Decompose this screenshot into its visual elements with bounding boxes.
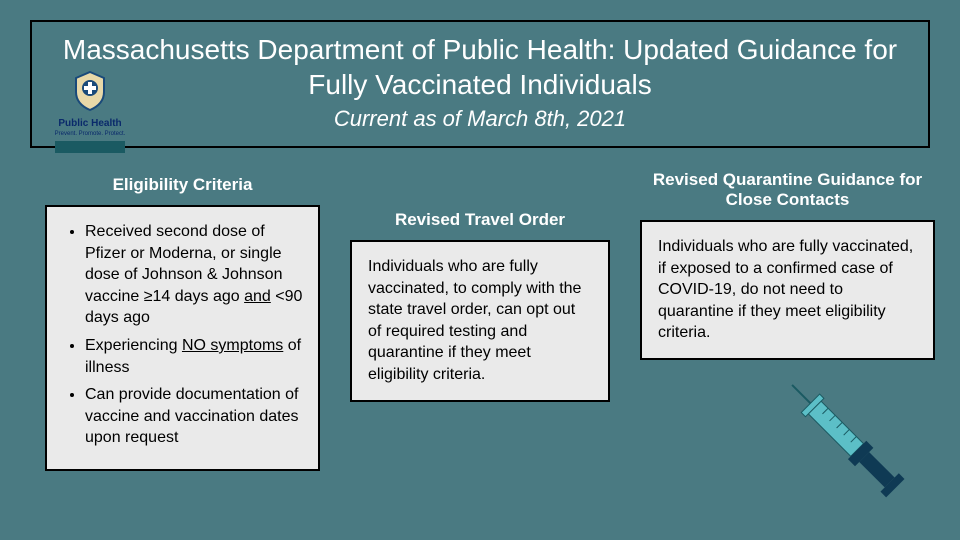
shield-icon xyxy=(72,70,108,112)
travel-box: Individuals who are fully vaccinated, to… xyxy=(350,240,610,402)
header-banner: Massachusetts Department of Public Healt… xyxy=(30,20,930,148)
page-subtitle: Current as of March 8th, 2021 xyxy=(52,106,908,132)
eligibility-list: Received second dose of Pfizer or Modern… xyxy=(55,221,306,449)
eligibility-heading: Eligibility Criteria xyxy=(45,175,320,195)
page-title: Massachusetts Department of Public Healt… xyxy=(52,32,908,102)
logo-bar xyxy=(55,141,125,153)
eligibility-box: Received second dose of Pfizer or Modern… xyxy=(45,205,320,471)
travel-heading: Revised Travel Order xyxy=(350,210,610,230)
syringe-icon xyxy=(780,370,930,520)
quarantine-section: Revised Quarantine Guidance for Close Co… xyxy=(640,170,935,360)
list-item: Can provide documentation of vaccine and… xyxy=(85,384,306,449)
travel-section: Revised Travel Order Individuals who are… xyxy=(350,210,610,402)
list-item: Received second dose of Pfizer or Modern… xyxy=(85,221,306,329)
eligibility-section: Eligibility Criteria Received second dos… xyxy=(45,175,320,471)
list-item: Experiencing NO symptoms of illness xyxy=(85,335,306,378)
logo-tagline: Prevent. Promote. Protect. xyxy=(45,131,135,137)
quarantine-box: Individuals who are fully vaccinated, if… xyxy=(640,220,935,360)
logo-name: Public Health xyxy=(45,119,135,129)
quarantine-heading: Revised Quarantine Guidance for Close Co… xyxy=(640,170,935,210)
public-health-logo: Public Health Prevent. Promote. Protect. xyxy=(45,70,135,153)
